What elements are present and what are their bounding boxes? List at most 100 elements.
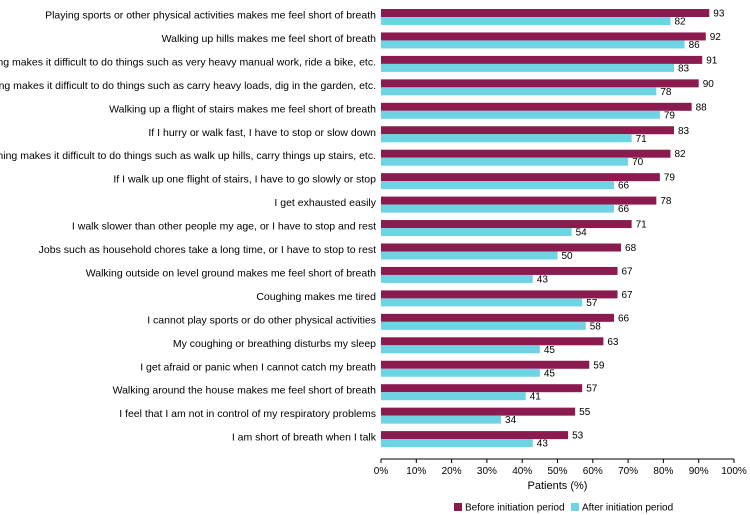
data-label: 63 <box>607 337 619 348</box>
bar-before <box>381 313 614 322</box>
data-label: 83 <box>678 126 690 137</box>
bar-before <box>381 196 657 205</box>
data-label: 57 <box>586 298 598 309</box>
data-label: 70 <box>632 157 644 168</box>
x-tick-label: 0% <box>374 466 389 477</box>
bar-before <box>381 55 703 64</box>
bars-layer: 9382928691839078887983718270796678667154… <box>381 9 725 450</box>
data-label: 79 <box>664 173 676 184</box>
data-label: 67 <box>622 266 634 277</box>
category-label: Coughing makes me tired <box>256 291 376 303</box>
bar-after <box>381 251 558 260</box>
x-axis: 0% 10% 20% 30% 40% 50% 60% 70% 80% 90% 100% <box>374 458 747 477</box>
x-tick-label: 40% <box>512 466 532 477</box>
x-tick-label: 80% <box>653 466 673 477</box>
category-label: I get afraid or panic when I cannot catc… <box>140 361 376 373</box>
data-label: 43 <box>537 439 549 450</box>
data-label: 66 <box>618 313 630 324</box>
bar-before <box>381 9 710 17</box>
bar-after <box>381 134 632 143</box>
legend-label: Before initiation period <box>465 503 565 514</box>
data-label: 79 <box>664 110 676 121</box>
bar-after <box>381 321 586 330</box>
data-label: 78 <box>660 196 672 207</box>
x-tick-label: 10% <box>406 466 426 477</box>
legend-swatch <box>571 503 579 511</box>
bar-before <box>381 384 583 393</box>
data-label: 78 <box>660 87 672 98</box>
data-label: 71 <box>636 134 648 145</box>
data-label: 55 <box>579 407 591 418</box>
data-label: 45 <box>544 368 556 379</box>
category-label: My breathing makes it difficult to do th… <box>0 80 376 92</box>
bar-after <box>381 17 671 25</box>
legend: Before initiation period After initiation… <box>454 503 673 514</box>
data-label: 66 <box>618 181 630 192</box>
data-label: 83 <box>678 63 690 74</box>
bar-after <box>381 392 526 401</box>
x-tick-label: 30% <box>477 466 497 477</box>
bar-before <box>381 290 618 299</box>
category-label: Jobs such as household chores take a lon… <box>39 244 376 256</box>
category-label: I cannot play sports or do other physica… <box>147 314 376 326</box>
data-label: 86 <box>689 40 701 51</box>
x-axis-title: Patients (%) <box>528 480 588 492</box>
data-label: 92 <box>710 32 722 43</box>
data-label: 50 <box>562 251 574 262</box>
x-tick-label: 90% <box>689 466 709 477</box>
bar-after <box>381 274 533 283</box>
data-label: 91 <box>706 55 718 66</box>
category-label: If I hurry or walk fast, I have to stop … <box>148 127 376 139</box>
x-tick-label: 100% <box>721 466 747 477</box>
bar-before <box>381 220 632 229</box>
category-label: Playing sports or other physical activit… <box>45 10 376 22</box>
bar-after <box>381 204 614 213</box>
data-label: 58 <box>590 321 602 332</box>
bar-after <box>381 228 572 237</box>
data-label: 82 <box>674 149 686 160</box>
bar-before <box>381 173 660 182</box>
x-tick-label: 60% <box>583 466 603 477</box>
data-label: 82 <box>674 17 686 28</box>
category-label: I am short of breath when I talk <box>232 432 377 444</box>
data-label: 88 <box>696 102 708 113</box>
bar-after <box>381 157 629 166</box>
legend-label: After initiation period <box>582 503 673 514</box>
data-label: 93 <box>713 9 725 20</box>
bar-after <box>381 345 540 354</box>
data-label: 45 <box>544 345 556 356</box>
data-label: 57 <box>586 384 598 395</box>
x-tick-label: 50% <box>547 466 567 477</box>
category-labels: Playing sports or other physical activit… <box>0 10 377 444</box>
category-label: I feel that I am not in control of my re… <box>119 408 376 420</box>
x-tick-label: 20% <box>442 466 462 477</box>
bar-before <box>381 149 671 158</box>
data-label: 34 <box>505 415 517 426</box>
category-label: My breathing makes it difficult to do th… <box>0 150 376 162</box>
bar-after <box>381 110 660 119</box>
bar-after <box>381 87 657 96</box>
x-tick-label: 70% <box>618 466 638 477</box>
bar-after <box>381 368 540 377</box>
bar-before <box>381 337 604 346</box>
data-label: 66 <box>618 204 630 215</box>
bar-after <box>381 298 583 307</box>
category-label: Walking outside on level ground makes me… <box>86 267 376 279</box>
data-label: 53 <box>572 431 584 442</box>
bar-after <box>381 40 685 49</box>
data-label: 67 <box>622 290 634 301</box>
bar-after <box>381 63 674 72</box>
data-label: 90 <box>703 79 715 90</box>
data-label: 59 <box>593 360 605 371</box>
bar-before <box>381 243 622 252</box>
bar-before <box>381 360 590 369</box>
data-label: 41 <box>530 392 542 403</box>
bar-after <box>381 181 614 190</box>
bar-before <box>381 102 692 111</box>
bar-before <box>381 126 674 135</box>
data-label: 54 <box>576 228 588 239</box>
bar-before <box>381 32 706 41</box>
legend-swatch <box>454 503 462 511</box>
bar-before <box>381 79 699 88</box>
